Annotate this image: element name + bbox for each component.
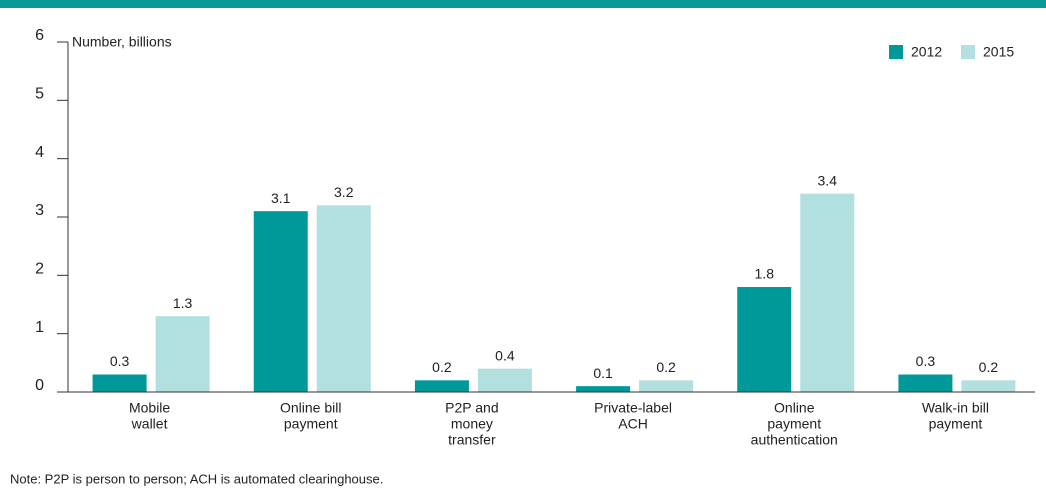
bar xyxy=(898,374,953,392)
legend-label: 2015 xyxy=(983,44,1014,60)
y-tick-label: 6 xyxy=(35,27,44,44)
x-tick-label: wallet xyxy=(131,416,168,432)
legend-swatch xyxy=(889,45,903,59)
y-tick-label: 4 xyxy=(35,144,44,161)
x-tick-label: payment xyxy=(767,416,821,432)
value-label: 0.3 xyxy=(916,353,936,369)
y-tick-label: 3 xyxy=(35,202,44,219)
y-tick-label: 2 xyxy=(35,261,44,278)
x-tick-label: transfer xyxy=(448,432,496,448)
value-label: 0.4 xyxy=(495,347,515,363)
value-label: 0.1 xyxy=(593,365,613,381)
bar xyxy=(92,374,147,392)
value-label: 3.4 xyxy=(818,172,838,188)
x-tick-label: money xyxy=(451,416,493,432)
value-label: 1.3 xyxy=(173,295,193,311)
value-label: 3.2 xyxy=(334,184,354,200)
bar xyxy=(800,193,855,392)
y-axis-label: Number, billions xyxy=(72,34,172,50)
y-tick-label: 5 xyxy=(35,86,44,103)
x-tick-label: Mobile xyxy=(129,400,170,416)
x-tick-label: Walk-in bill xyxy=(922,400,989,416)
x-tick-label: authentication xyxy=(751,432,838,448)
value-label: 3.1 xyxy=(271,190,291,206)
bar xyxy=(576,386,631,392)
bar xyxy=(414,380,469,392)
bar xyxy=(316,205,371,392)
x-tick-label: Private-label xyxy=(594,400,672,416)
bar xyxy=(477,368,532,392)
value-label: 1.8 xyxy=(755,266,775,282)
x-tick-label: ACH xyxy=(618,416,648,432)
legend-swatch xyxy=(961,45,975,59)
value-label: 0.2 xyxy=(656,359,676,375)
value-label: 0.2 xyxy=(979,359,999,375)
y-tick-label: 0 xyxy=(35,377,44,394)
y-tick-label: 1 xyxy=(35,319,44,336)
legend-label: 2012 xyxy=(911,44,942,60)
value-label: 0.2 xyxy=(432,359,452,375)
bar xyxy=(253,211,308,392)
bar xyxy=(737,287,792,392)
note: Note: P2P is person to person; ACH is au… xyxy=(10,471,383,486)
value-label: 0.3 xyxy=(110,353,130,369)
top-bar xyxy=(0,0,1046,8)
bar xyxy=(961,380,1016,392)
x-tick-label: payment xyxy=(284,416,338,432)
x-tick-label: Online xyxy=(774,400,815,416)
bar xyxy=(155,316,210,392)
x-tick-label: Online bill xyxy=(280,400,341,416)
x-tick-label: payment xyxy=(929,416,983,432)
x-tick-label: P2P and xyxy=(445,400,498,416)
bar xyxy=(639,380,694,392)
